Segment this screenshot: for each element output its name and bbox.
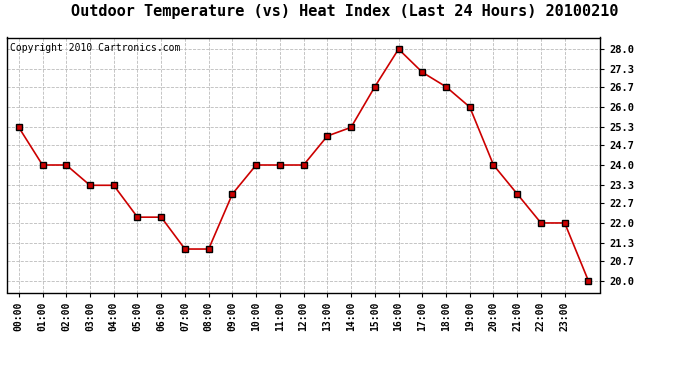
Text: Outdoor Temperature (vs) Heat Index (Last 24 Hours) 20100210: Outdoor Temperature (vs) Heat Index (Las… (71, 4, 619, 19)
Text: Copyright 2010 Cartronics.com: Copyright 2010 Cartronics.com (10, 43, 180, 52)
